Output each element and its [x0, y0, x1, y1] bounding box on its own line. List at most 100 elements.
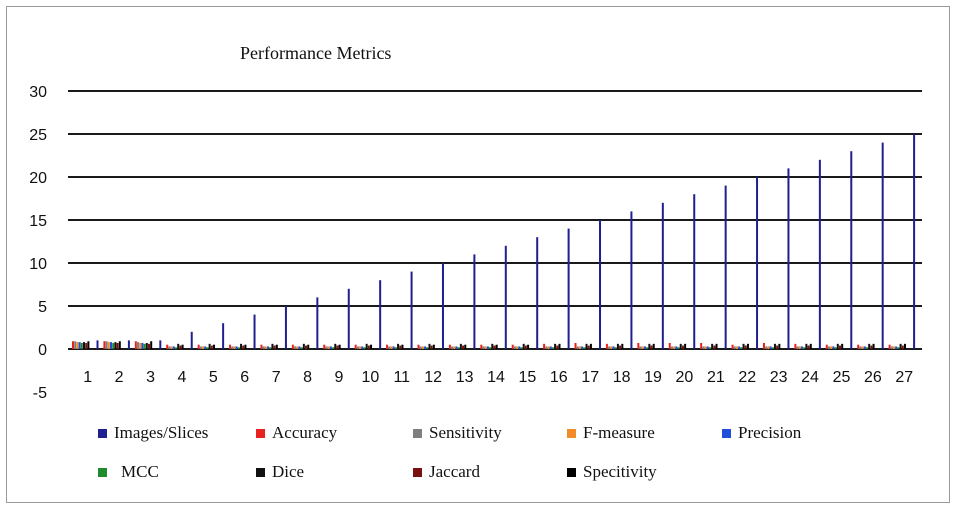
bar-images-slices-1 — [96, 340, 99, 349]
bar-accuracy-6 — [229, 344, 232, 349]
bar-jaccard-3 — [148, 343, 151, 349]
bar-sensitivity-7 — [262, 346, 265, 349]
bar-sensitivity-10 — [356, 346, 359, 349]
bar-specitivity-10 — [370, 344, 373, 349]
bar-accuracy-12 — [417, 344, 420, 349]
bar-jaccard-12 — [430, 345, 433, 349]
bar-specitivity-7 — [275, 344, 278, 349]
bar-sensitivity-21 — [702, 346, 705, 349]
x-tick-label: 24 — [801, 369, 819, 386]
bar-images-slices-22 — [756, 177, 759, 349]
bar-precision-8 — [298, 346, 301, 349]
bar-images-slices-19 — [661, 202, 664, 349]
bar-f-measure-8 — [296, 346, 299, 349]
bar-jaccard-16 — [556, 345, 559, 349]
bar-dice-5 — [208, 343, 211, 349]
legend-label: Jaccard — [429, 462, 480, 481]
bar-specitivity-9 — [338, 344, 341, 349]
bar-specitivity-16 — [558, 343, 561, 349]
bar-specitivity-1 — [87, 341, 90, 349]
bar-jaccard-7 — [273, 345, 276, 349]
bar-precision-1 — [78, 342, 81, 349]
x-tick-label: 19 — [644, 369, 662, 386]
bar-precision-17 — [581, 346, 584, 349]
bar-images-slices-8 — [316, 297, 319, 349]
bar-accuracy-17 — [574, 342, 577, 349]
bar-specitivity-18 — [621, 343, 624, 349]
bar-accuracy-21 — [700, 342, 703, 349]
bar-specitivity-11 — [401, 344, 404, 349]
bar-specitivity-13 — [464, 344, 467, 349]
bar-images-slices-9 — [347, 288, 350, 349]
bar-mcc-4 — [175, 347, 178, 349]
x-tick-label: 6 — [240, 369, 249, 386]
bar-mcc-6 — [237, 347, 240, 349]
bar-accuracy-8 — [291, 344, 294, 349]
y-tick-label: 30 — [29, 84, 47, 101]
bar-precision-23 — [769, 346, 772, 349]
bar-accuracy-24 — [794, 343, 797, 349]
bar-dice-19 — [648, 343, 651, 349]
bar-precision-9 — [329, 346, 332, 349]
bar-images-slices-14 — [504, 245, 507, 349]
bar-sensitivity-18 — [608, 346, 611, 349]
bar-images-slices-18 — [630, 211, 633, 349]
bar-jaccard-14 — [493, 345, 496, 349]
bar-jaccard-26 — [870, 345, 873, 349]
bar-precision-24 — [800, 346, 803, 349]
legend-swatch — [413, 429, 422, 438]
bar-specitivity-19 — [652, 343, 655, 349]
bar-f-measure-7 — [264, 346, 267, 349]
bar-specitivity-5 — [213, 344, 216, 349]
bar-specitivity-2 — [118, 341, 121, 349]
bar-accuracy-27 — [888, 344, 891, 349]
bar-mcc-18 — [614, 347, 617, 349]
bar-sensitivity-11 — [388, 346, 391, 349]
bar-dice-3 — [145, 342, 148, 349]
bar-f-measure-2 — [107, 342, 110, 349]
bar-accuracy-13 — [448, 344, 451, 349]
bar-jaccard-27 — [901, 345, 904, 349]
bar-accuracy-14 — [480, 344, 483, 349]
bar-jaccard-17 — [587, 345, 590, 349]
bar-images-slices-20 — [693, 194, 696, 349]
bar-precision-10 — [361, 346, 364, 349]
x-tick-label: 5 — [209, 369, 218, 386]
bar-f-measure-19 — [641, 346, 644, 349]
legend-label: Specitivity — [583, 462, 657, 481]
bar-f-measure-9 — [327, 346, 330, 349]
bar-accuracy-5 — [197, 344, 200, 349]
bar-specitivity-21 — [715, 343, 718, 349]
bar-mcc-1 — [80, 342, 83, 349]
bar-f-measure-18 — [610, 346, 613, 349]
chart-frame — [6, 6, 950, 503]
bar-images-slices-10 — [379, 280, 382, 349]
bar-accuracy-11 — [386, 344, 389, 349]
x-tick-label: 18 — [613, 369, 631, 386]
legend-label: Precision — [738, 423, 802, 442]
bar-accuracy-9 — [323, 344, 326, 349]
x-tick-label: 22 — [738, 369, 756, 386]
bar-dice-25 — [836, 343, 839, 349]
bar-mcc-19 — [646, 347, 649, 349]
bar-images-slices-25 — [850, 151, 853, 349]
bar-precision-19 — [643, 346, 646, 349]
bar-mcc-8 — [300, 347, 303, 349]
y-tick-label: -5 — [33, 385, 47, 402]
chart-title: Performance Metrics — [240, 43, 391, 63]
x-tick-label: 8 — [303, 369, 312, 386]
legend-label: Images/Slices — [114, 423, 208, 442]
bar-sensitivity-1 — [74, 341, 77, 349]
bar-images-slices-26 — [881, 142, 884, 349]
bar-f-measure-14 — [484, 346, 487, 349]
bar-mcc-7 — [269, 347, 272, 349]
bar-accuracy-10 — [354, 344, 357, 349]
bar-images-slices-3 — [159, 340, 162, 349]
bar-precision-6 — [235, 346, 238, 349]
bar-dice-21 — [711, 343, 714, 349]
bar-sensitivity-2 — [105, 341, 108, 349]
bar-sensitivity-16 — [545, 346, 548, 349]
bar-jaccard-24 — [807, 345, 810, 349]
legend-swatch — [567, 468, 576, 477]
bar-sensitivity-13 — [451, 346, 454, 349]
